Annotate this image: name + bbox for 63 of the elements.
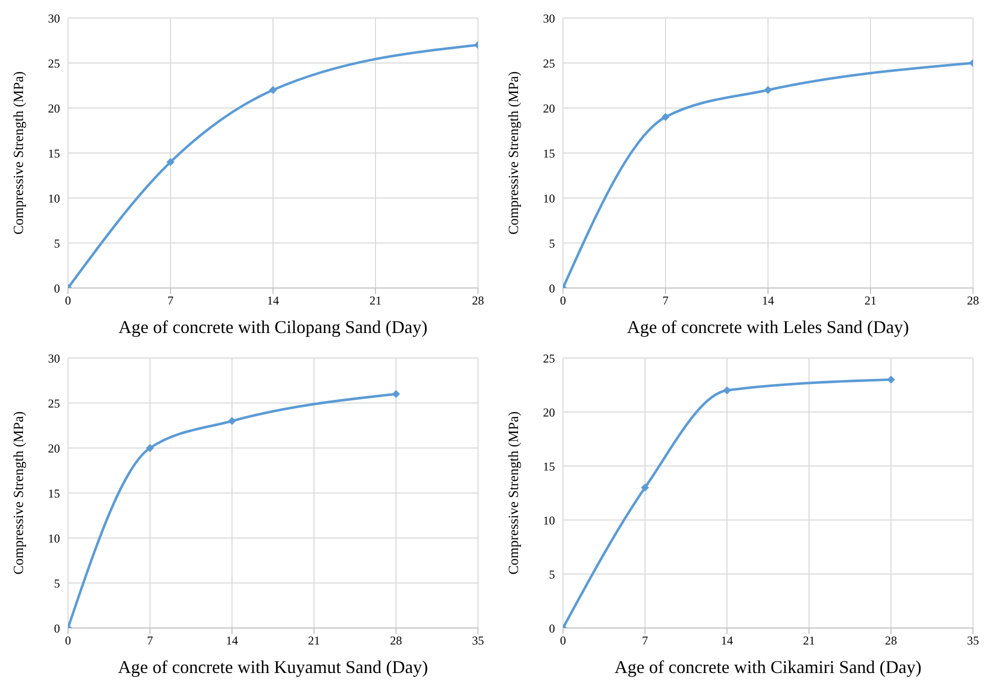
y-tick-label: 25 [543,351,555,366]
x-tick-label: 21 [864,294,876,308]
y-tick-label: 15 [48,146,60,160]
y-axis-title: Compressive Strength (MPa) [12,71,27,235]
point [887,376,895,384]
y-tick-label: 30 [543,11,555,26]
x-tick-label: 0 [65,294,71,308]
y-tick-label: 20 [48,441,60,456]
x-tick-label: 7 [642,634,648,648]
y-tick-label: 30 [48,351,60,366]
y-tick-label: 0 [54,281,60,296]
x-tick-label: 14 [267,294,279,308]
x-tick-label: 14 [226,634,238,648]
y-tick-label: 10 [543,513,555,528]
x-tick-label: 28 [885,634,897,648]
y-axis-title: Compressive Strength (MPa) [12,411,27,575]
y-tick-label: 10 [48,531,60,546]
y-tick-label: 15 [48,486,60,500]
point [146,444,154,452]
x-tick-label: 28 [390,634,402,648]
y-tick-label: 20 [48,101,60,116]
y-tick-label: 5 [54,576,60,590]
y-tick-label: 20 [543,405,555,420]
x-tick-label: 7 [662,294,668,308]
y-tick-label: 15 [543,146,555,160]
y-tick-label: 5 [54,236,60,250]
x-tick-label: 7 [147,634,153,648]
x-tick-label: 0 [560,294,566,308]
y-axis-title: Compressive Strength (MPa) [506,411,522,575]
x-tick-label: 35 [967,634,979,648]
y-tick-label: 0 [549,281,555,296]
y-tick-label: 0 [549,621,555,636]
x-tick-label: 21 [308,634,320,648]
point [228,417,236,425]
point [641,484,649,492]
y-tick-label: 20 [543,101,555,116]
x-tick-label: 0 [65,634,71,648]
y-tick-label: 25 [543,56,555,70]
x-tick-label: 14 [762,294,774,308]
y-axis-title: Compressive Strength (MPa) [506,71,522,235]
x-tick-label: 28 [472,294,484,308]
x-axis-title: Age of concrete with Leles Sand (Day) [627,317,909,337]
point [392,390,400,398]
y-tick-label: 5 [549,567,555,582]
x-tick-label: 35 [472,634,484,648]
y-tick-label: 25 [48,56,60,70]
x-axis-title: Age of concrete with Kuyamut Sand (Day) [118,657,428,677]
x-axis-title: Age of concrete with Cilopang Sand (Day) [118,317,428,337]
x-axis-title: Age of concrete with Cikamiri Sand (Day) [614,657,922,677]
x-tick-label: 28 [967,294,979,308]
x-tick-label: 0 [560,634,566,648]
x-tick-label: 14 [721,634,733,648]
x-tick-label: 21 [803,634,815,648]
x-tick-label: 21 [370,294,382,308]
y-tick-label: 10 [543,191,555,206]
y-tick-label: 15 [543,459,555,474]
x-tick-label: 7 [168,294,174,308]
y-tick-label: 25 [48,396,60,410]
y-tick-label: 5 [549,236,555,250]
y-tick-label: 0 [54,621,60,636]
y-tick-label: 10 [48,191,60,206]
point [723,386,731,394]
y-tick-label: 30 [48,11,60,26]
